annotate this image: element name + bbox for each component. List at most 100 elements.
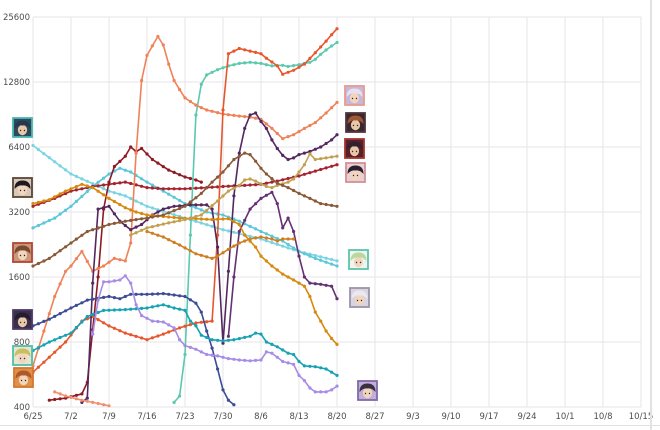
series-khaki-point [205,208,209,212]
series-salmon-c-point [74,397,78,401]
series-khaki-point [172,220,176,224]
series-goldenrod-point [102,193,106,197]
series-mint-point [199,82,203,86]
series-goldenrod-point [330,336,334,341]
series-teal-point [254,331,258,335]
avatar-eye [19,129,22,132]
series-teal-point [145,306,149,310]
series-maroon-point [167,168,171,172]
series-purple-2-point [232,275,236,279]
series-cyan-a-point [145,204,149,208]
series-teal-point [183,308,187,312]
series-purple-1-point [85,396,89,400]
series-purple-1-point [237,151,241,155]
avatar-left-2[interactable] [12,177,33,198]
avatar-right-4[interactable] [345,162,366,183]
avatar-right-6[interactable] [349,287,370,308]
series-tomato-b-point [205,320,209,324]
avatar-eye [23,189,26,192]
series-navy-point [140,292,144,296]
series-brown-point [167,211,171,215]
avatar-eye [356,124,359,127]
series-tomato-b-point [178,326,182,330]
series-crimson-point [112,182,116,186]
series-brown-point [69,241,73,245]
avatar-right-2[interactable] [345,112,366,133]
series-maroon-point [74,393,78,397]
avatar-eye [351,150,354,153]
series-purple-1-point [167,206,171,210]
series-tomato-b-point [324,39,328,43]
series-cyan-b-point [319,258,323,262]
series-brown-point [210,180,214,184]
series-tomato-b-point [134,334,138,338]
series-lavender-point [297,373,301,377]
series-salmon-a-point [145,53,149,58]
series-maroon-point [129,145,133,149]
avatar-eye [352,174,355,177]
series-khaki-point [150,225,154,229]
avatar-left-4[interactable] [12,309,33,330]
avatar-eye [356,299,359,302]
series-lavender-point [302,379,306,383]
series-lavender-point [232,357,236,361]
avatar-left-3[interactable] [12,242,33,263]
series-purple-2-point [237,229,241,234]
series-cyan-a-point [42,152,46,156]
series-cyan-b-point [286,242,290,247]
series-purple-1-point [286,157,290,162]
avatar-face [354,294,365,306]
series-goldenrod-point [42,199,46,203]
avatar-left-6[interactable] [13,367,34,388]
series-navy-point [210,346,214,350]
series-cyan-b-point [42,221,46,225]
series-lavender-point [335,384,339,388]
series-khaki-point [210,204,214,208]
series-navy-point [226,398,230,402]
series-teal-point [297,359,301,364]
series-crimson-point [183,187,187,191]
series-tomato-b-point [259,52,263,56]
series-purple-1-point [243,126,247,130]
series-purple-1-point [248,113,252,117]
series-salmon-c-point [58,392,62,396]
series-ochre-point [243,239,247,243]
series-maroon-point [183,175,187,179]
series-brown-point [150,215,154,219]
avatar-face [17,124,28,136]
series-tomato-b-point [237,46,241,51]
series-salmon-a-point [319,116,323,120]
series-salmon-a-point [194,103,198,107]
series-mint-point [330,44,334,48]
series-cyan-b-point [69,204,73,208]
avatar-face [349,145,360,157]
avatar-right-7[interactable] [357,380,378,401]
series-salmon-a-point [205,108,209,112]
series-salmon-a-point [47,312,51,316]
x-axis-tick-label: 7/16 [137,412,156,422]
avatar-hair [347,165,364,174]
series-lavender-point [259,358,263,362]
series-salmon-a-point [140,78,144,83]
avatar-right-1[interactable] [344,85,365,106]
series-brown-point [226,164,230,168]
series-purple-1-point [199,203,203,207]
series-brown-point [216,175,220,179]
series-crimson-point [161,187,165,191]
series-salmon-c-point [69,395,73,399]
series-goldenrod-point [96,189,100,193]
avatar-left-1[interactable] [12,117,33,138]
series-salmon-a-point [183,96,187,100]
avatar-right-3[interactable] [344,138,365,159]
avatar-left-5[interactable] [12,345,33,366]
avatar-right-5[interactable] [348,249,369,270]
series-purple-2-point [335,297,339,301]
series-cyan-a-point [194,219,198,223]
series-goldenrod-point [216,217,220,221]
series-teal-point [216,338,220,342]
series-lavender-point [281,359,285,364]
series-salmon-a-point [302,126,306,130]
series-khaki-point [221,194,225,198]
